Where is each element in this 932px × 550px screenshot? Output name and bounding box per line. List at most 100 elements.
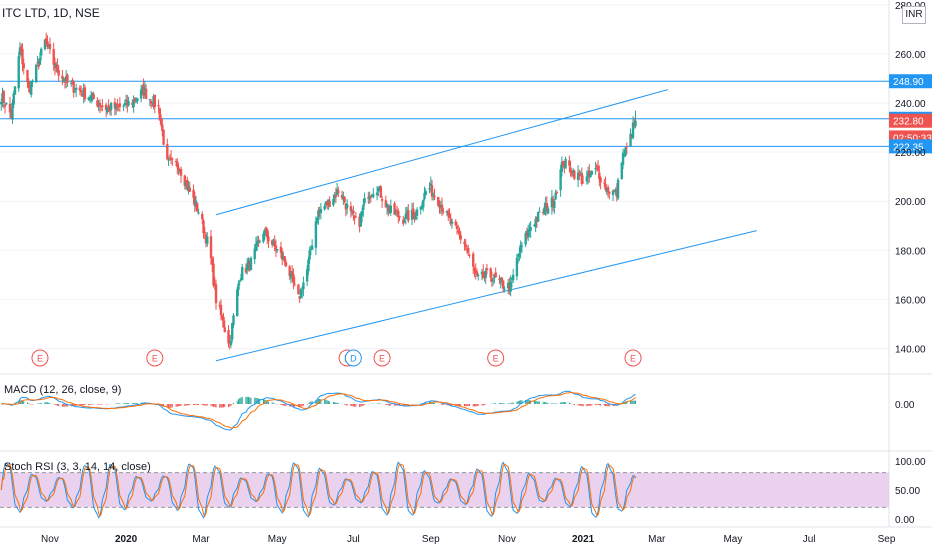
candle-body [410,209,414,220]
candle-body [520,245,524,247]
candle-body [384,200,388,208]
candle-body [2,91,5,104]
candle-body [480,271,484,275]
candle-body [589,174,592,177]
candle-body [176,161,179,168]
candle-body [143,88,147,94]
candle-body [332,199,335,206]
candle-body [349,206,353,212]
candle-body [335,189,339,195]
candle-body [363,198,366,204]
candle-body [0,101,3,105]
candle-body [541,212,545,214]
candle-body [463,242,466,245]
candle-body [117,105,120,107]
candle-body [516,254,520,257]
candle-body [465,248,469,251]
candle-body [168,158,172,160]
candle-body [369,196,373,198]
candle-body [38,57,42,65]
candle-body [634,120,637,127]
currency-badge[interactable]: INR [902,6,926,24]
price-tick-label: 180.00 [895,246,926,257]
event-marker-label: E [630,354,636,364]
candle-body [97,104,100,106]
candle-body [494,272,497,278]
time-tick-label: Jul [347,534,360,545]
candle-body [402,219,405,224]
trend-line [215,89,669,216]
candle-body [343,196,346,203]
candle-body [501,280,505,289]
candle-body [334,194,338,198]
candle-body [328,200,331,208]
candle-body [473,268,476,271]
candle-body [236,289,239,317]
candle-body [126,100,129,106]
candle-body [44,38,48,44]
candle-body [318,209,321,211]
candle-body [325,200,329,206]
price-label-box [889,113,932,128]
candle-body [604,183,607,190]
candle-body [499,278,502,283]
candle-body [158,108,162,121]
candle-body [631,122,635,138]
candle-body [518,252,521,256]
candle-body [472,253,475,267]
candle-body [437,196,440,206]
candle-body [91,92,94,96]
candle-body [192,189,195,198]
candle-body [385,203,389,208]
candle-body [132,99,135,108]
candle-body [11,102,14,120]
candle-body [428,188,431,190]
candle-body [586,172,590,178]
candle-body [256,241,259,246]
candle-body [289,271,293,278]
candle-body [101,105,104,107]
candle-body [20,46,23,52]
candle-body [238,280,241,282]
candle-body [186,179,189,190]
candle-body [387,205,390,212]
time-tick-label: May [268,534,287,545]
candle-body [447,211,450,215]
candle-body [560,161,564,172]
candle-body [561,160,565,166]
candle-body [5,102,8,105]
event-markers[interactable]: EEEDEEE [31,349,642,367]
candle-body [358,216,361,228]
trend-lines[interactable] [215,89,757,362]
candle-body [345,204,349,209]
candle-body [118,103,122,107]
candle-body [28,88,32,93]
candle-body [598,172,601,180]
candle-body [127,101,130,106]
candle-body [536,212,540,222]
event-marker-circle [146,349,164,367]
candle-body [99,105,103,107]
candle-body [596,165,600,171]
candle-body [377,187,380,192]
candle-body [162,129,165,145]
candle-body [535,216,539,222]
candle-body [114,103,118,110]
candle-body [40,48,43,56]
candle-body [109,102,113,110]
candle-body [508,284,511,292]
candle-body [578,174,581,177]
candle-body [104,104,108,111]
candle-body [66,74,69,83]
event-marker-circle [373,349,391,367]
candle-body [265,229,269,238]
candle-body [79,90,83,93]
horizontal-levels[interactable] [0,80,889,147]
candle-body [107,105,110,107]
candle-body [194,200,198,208]
candle-body [407,210,410,221]
candle-body [223,327,226,333]
candle-body [239,278,243,281]
candle-body [78,87,82,91]
